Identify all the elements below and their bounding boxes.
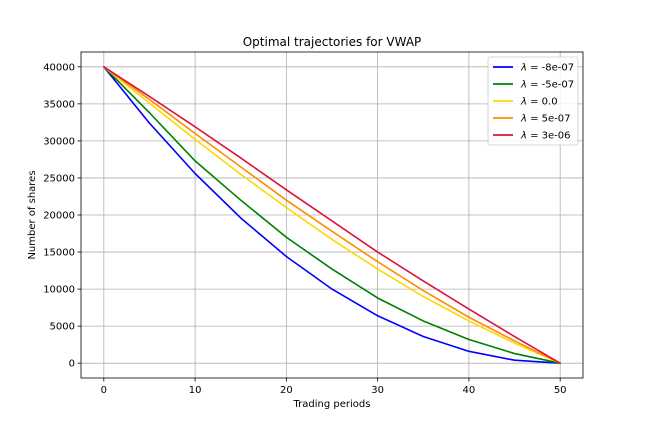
y-tick-label: 35000 <box>43 99 75 110</box>
y-tick-label: 10000 <box>43 285 75 296</box>
legend-label: λ = 3e-06 <box>520 131 571 142</box>
legend-label: λ = 0.0 <box>520 97 558 108</box>
axis-ticks: 0 10 20 30 40 50 0 5000 10000 15000 20000 25000 3000… <box>43 62 566 396</box>
x-tick-label: 30 <box>371 385 384 396</box>
legend-label: λ = 5e-07 <box>520 114 571 125</box>
legend-box <box>487 56 579 146</box>
y-tick-label: 20000 <box>43 211 75 222</box>
y-tick-label: 25000 <box>43 173 75 184</box>
y-tick-label: 5000 <box>50 322 75 333</box>
x-tick-label: 20 <box>280 385 293 396</box>
series-line <box>103 66 561 364</box>
x-tick-label: 0 <box>101 385 107 396</box>
legend-label: λ = -8e-07 <box>520 63 574 74</box>
series-line <box>103 66 561 364</box>
chart-title: Optimal trajectories for VWAP <box>243 35 422 49</box>
legend-label: λ = -5e-07 <box>520 80 574 91</box>
x-tick-label: 40 <box>463 385 476 396</box>
series-line <box>103 66 561 364</box>
y-tick-label: 0 <box>69 359 75 370</box>
y-tick-label: 30000 <box>43 136 75 147</box>
y-tick-label: 40000 <box>43 62 75 73</box>
series-line <box>103 66 561 364</box>
legend: λ = -8e-07 λ = -5e-07 λ = 0.0 λ = 5e-07 λ = … <box>487 56 579 146</box>
y-tick-label: 15000 <box>43 248 75 259</box>
series-line <box>103 66 561 364</box>
y-axis-label: Number of shares <box>27 170 38 259</box>
x-axis-label: Trading periods <box>293 399 371 410</box>
series-lines <box>103 66 561 364</box>
x-tick-label: 50 <box>554 385 567 396</box>
grid <box>81 52 583 378</box>
x-tick-label: 10 <box>189 385 202 396</box>
legend-entries: λ = -8e-07 λ = -5e-07 λ = 0.0 λ = 5e-07 λ = … <box>493 63 574 142</box>
